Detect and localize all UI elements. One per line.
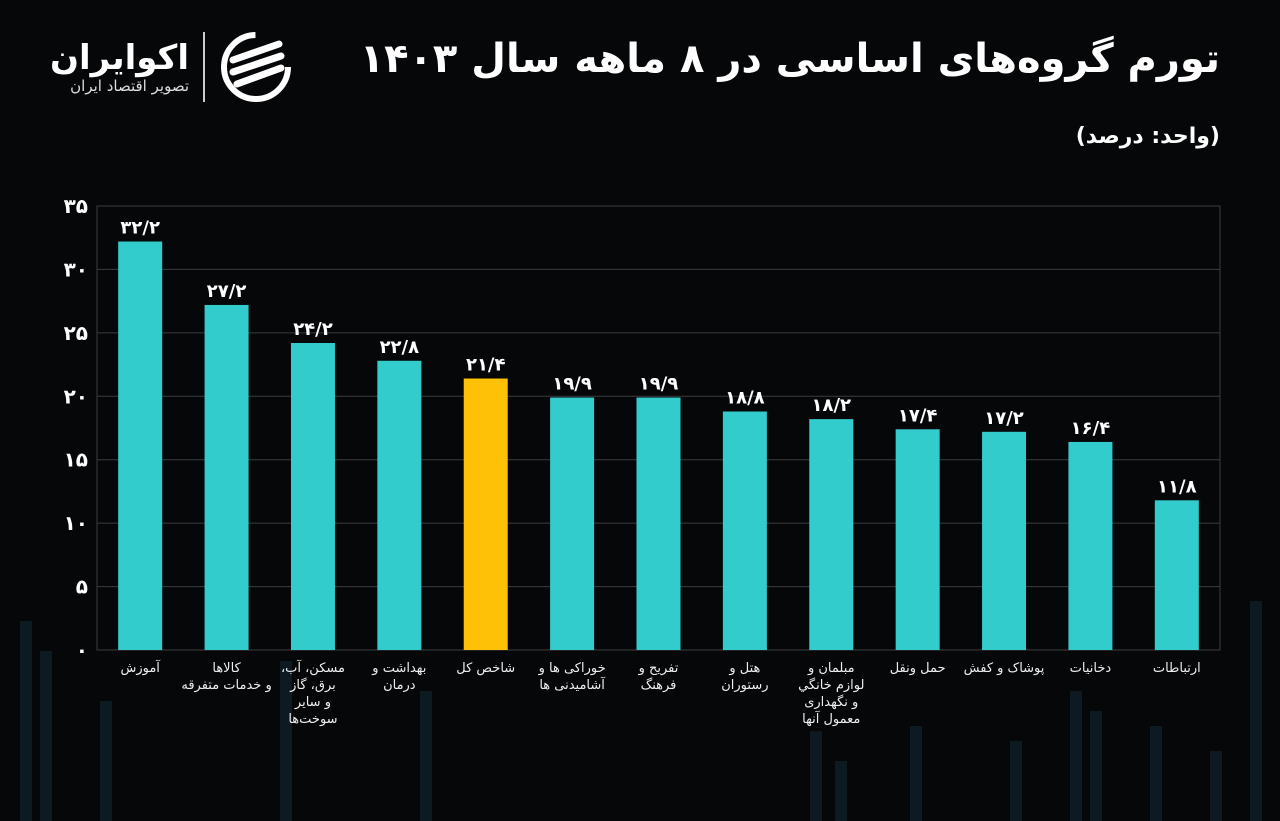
x-tick-label: هتل و رستوران	[721, 661, 769, 693]
y-tick-label: ۵	[76, 575, 88, 599]
x-tick-label: ارتباطات	[1152, 661, 1201, 676]
bar	[722, 411, 767, 650]
y-tick-label: ۲۵	[64, 321, 88, 345]
y-tick-label: ۰	[76, 638, 88, 662]
data-label: ۲۱/۴	[466, 355, 506, 376]
bar	[118, 241, 163, 650]
unit-label: (واحد: درصد)	[1075, 124, 1220, 149]
background-bar	[810, 731, 822, 821]
bar	[1068, 441, 1113, 650]
data-label: ۱۱/۸	[1157, 476, 1197, 497]
background-bar	[1070, 691, 1082, 821]
background-bar	[100, 701, 112, 821]
bar	[290, 343, 335, 650]
data-label: ۱۹/۹	[552, 374, 592, 395]
chart-title: تورم گروه‌های اساسی در ۸ ماهه سال ۱۴۰۳	[359, 36, 1220, 82]
y-tick-label: ۲۰	[64, 384, 88, 408]
y-tick-label: ۳۰	[64, 257, 88, 281]
x-tick-label: حمل ونقل	[889, 661, 946, 676]
background-bar	[1150, 726, 1162, 821]
bar	[550, 397, 595, 650]
x-tick-label: مبلمان و لوازم خانگي و نگهداری معمول آنه…	[798, 661, 865, 727]
x-tick-label: خوراکی ها و آشامیدنی ها	[538, 661, 606, 693]
logo-tagline: تصویر اقتصاد ایران	[70, 77, 189, 95]
data-label: ۲۲/۸	[380, 337, 420, 358]
y-tick-label: ۳۵	[64, 194, 88, 218]
bar	[463, 378, 508, 650]
bar	[636, 397, 681, 650]
background-bar	[1250, 601, 1262, 821]
bar	[204, 304, 249, 650]
data-label: ۱۶/۴	[1071, 418, 1111, 439]
logo-name: اکوایران	[50, 38, 189, 78]
data-label: ۳۲/۲	[120, 218, 160, 239]
x-tick-label: آموزش	[120, 661, 160, 676]
bar	[895, 429, 940, 650]
x-tick-label: کالاها و خدمات متفرقه	[181, 661, 272, 693]
data-label: ۱۷/۲	[984, 408, 1024, 429]
data-label: ۲۴/۲	[293, 319, 333, 340]
data-label: ۲۷/۲	[207, 281, 247, 302]
x-tick-label: پوشاک و کفش	[963, 661, 1045, 676]
logo-divider	[203, 32, 205, 102]
y-tick-label: ۱۰	[64, 511, 88, 535]
data-label: ۱۹/۹	[639, 374, 679, 395]
background-bar	[280, 661, 292, 821]
background-bar	[1010, 741, 1022, 821]
background-bar	[1090, 711, 1102, 821]
background-bar	[910, 726, 922, 821]
background-bar	[835, 761, 847, 821]
x-tick-label: تفریح و فرهنگ	[638, 661, 679, 693]
bar	[809, 419, 854, 650]
data-label: ۱۸/۸	[725, 388, 765, 409]
background-bar	[20, 621, 32, 821]
x-tick-label: بهداشت و درمان	[372, 661, 427, 693]
bar	[377, 360, 422, 650]
data-label: ۱۸/۲	[811, 395, 851, 416]
ecoiran-logo-icon	[221, 32, 291, 102]
y-tick-label: ۱۵	[64, 448, 88, 472]
background-bar	[1210, 751, 1222, 821]
x-tick-label: دخانیات	[1069, 661, 1112, 676]
data-label: ۱۷/۴	[898, 405, 938, 426]
background-bar	[40, 651, 52, 821]
background-bar	[420, 691, 432, 821]
bar	[982, 431, 1027, 650]
logo: اکوایران تصویر اقتصاد ایران	[50, 30, 293, 104]
x-tick-label: شاخص کل	[456, 661, 516, 676]
bar	[1154, 500, 1199, 650]
logo-text: اکوایران تصویر اقتصاد ایران	[50, 39, 189, 95]
x-tick-label: مسکن، آب، برق، گاز و سایر سوخت‌ها	[280, 661, 345, 727]
